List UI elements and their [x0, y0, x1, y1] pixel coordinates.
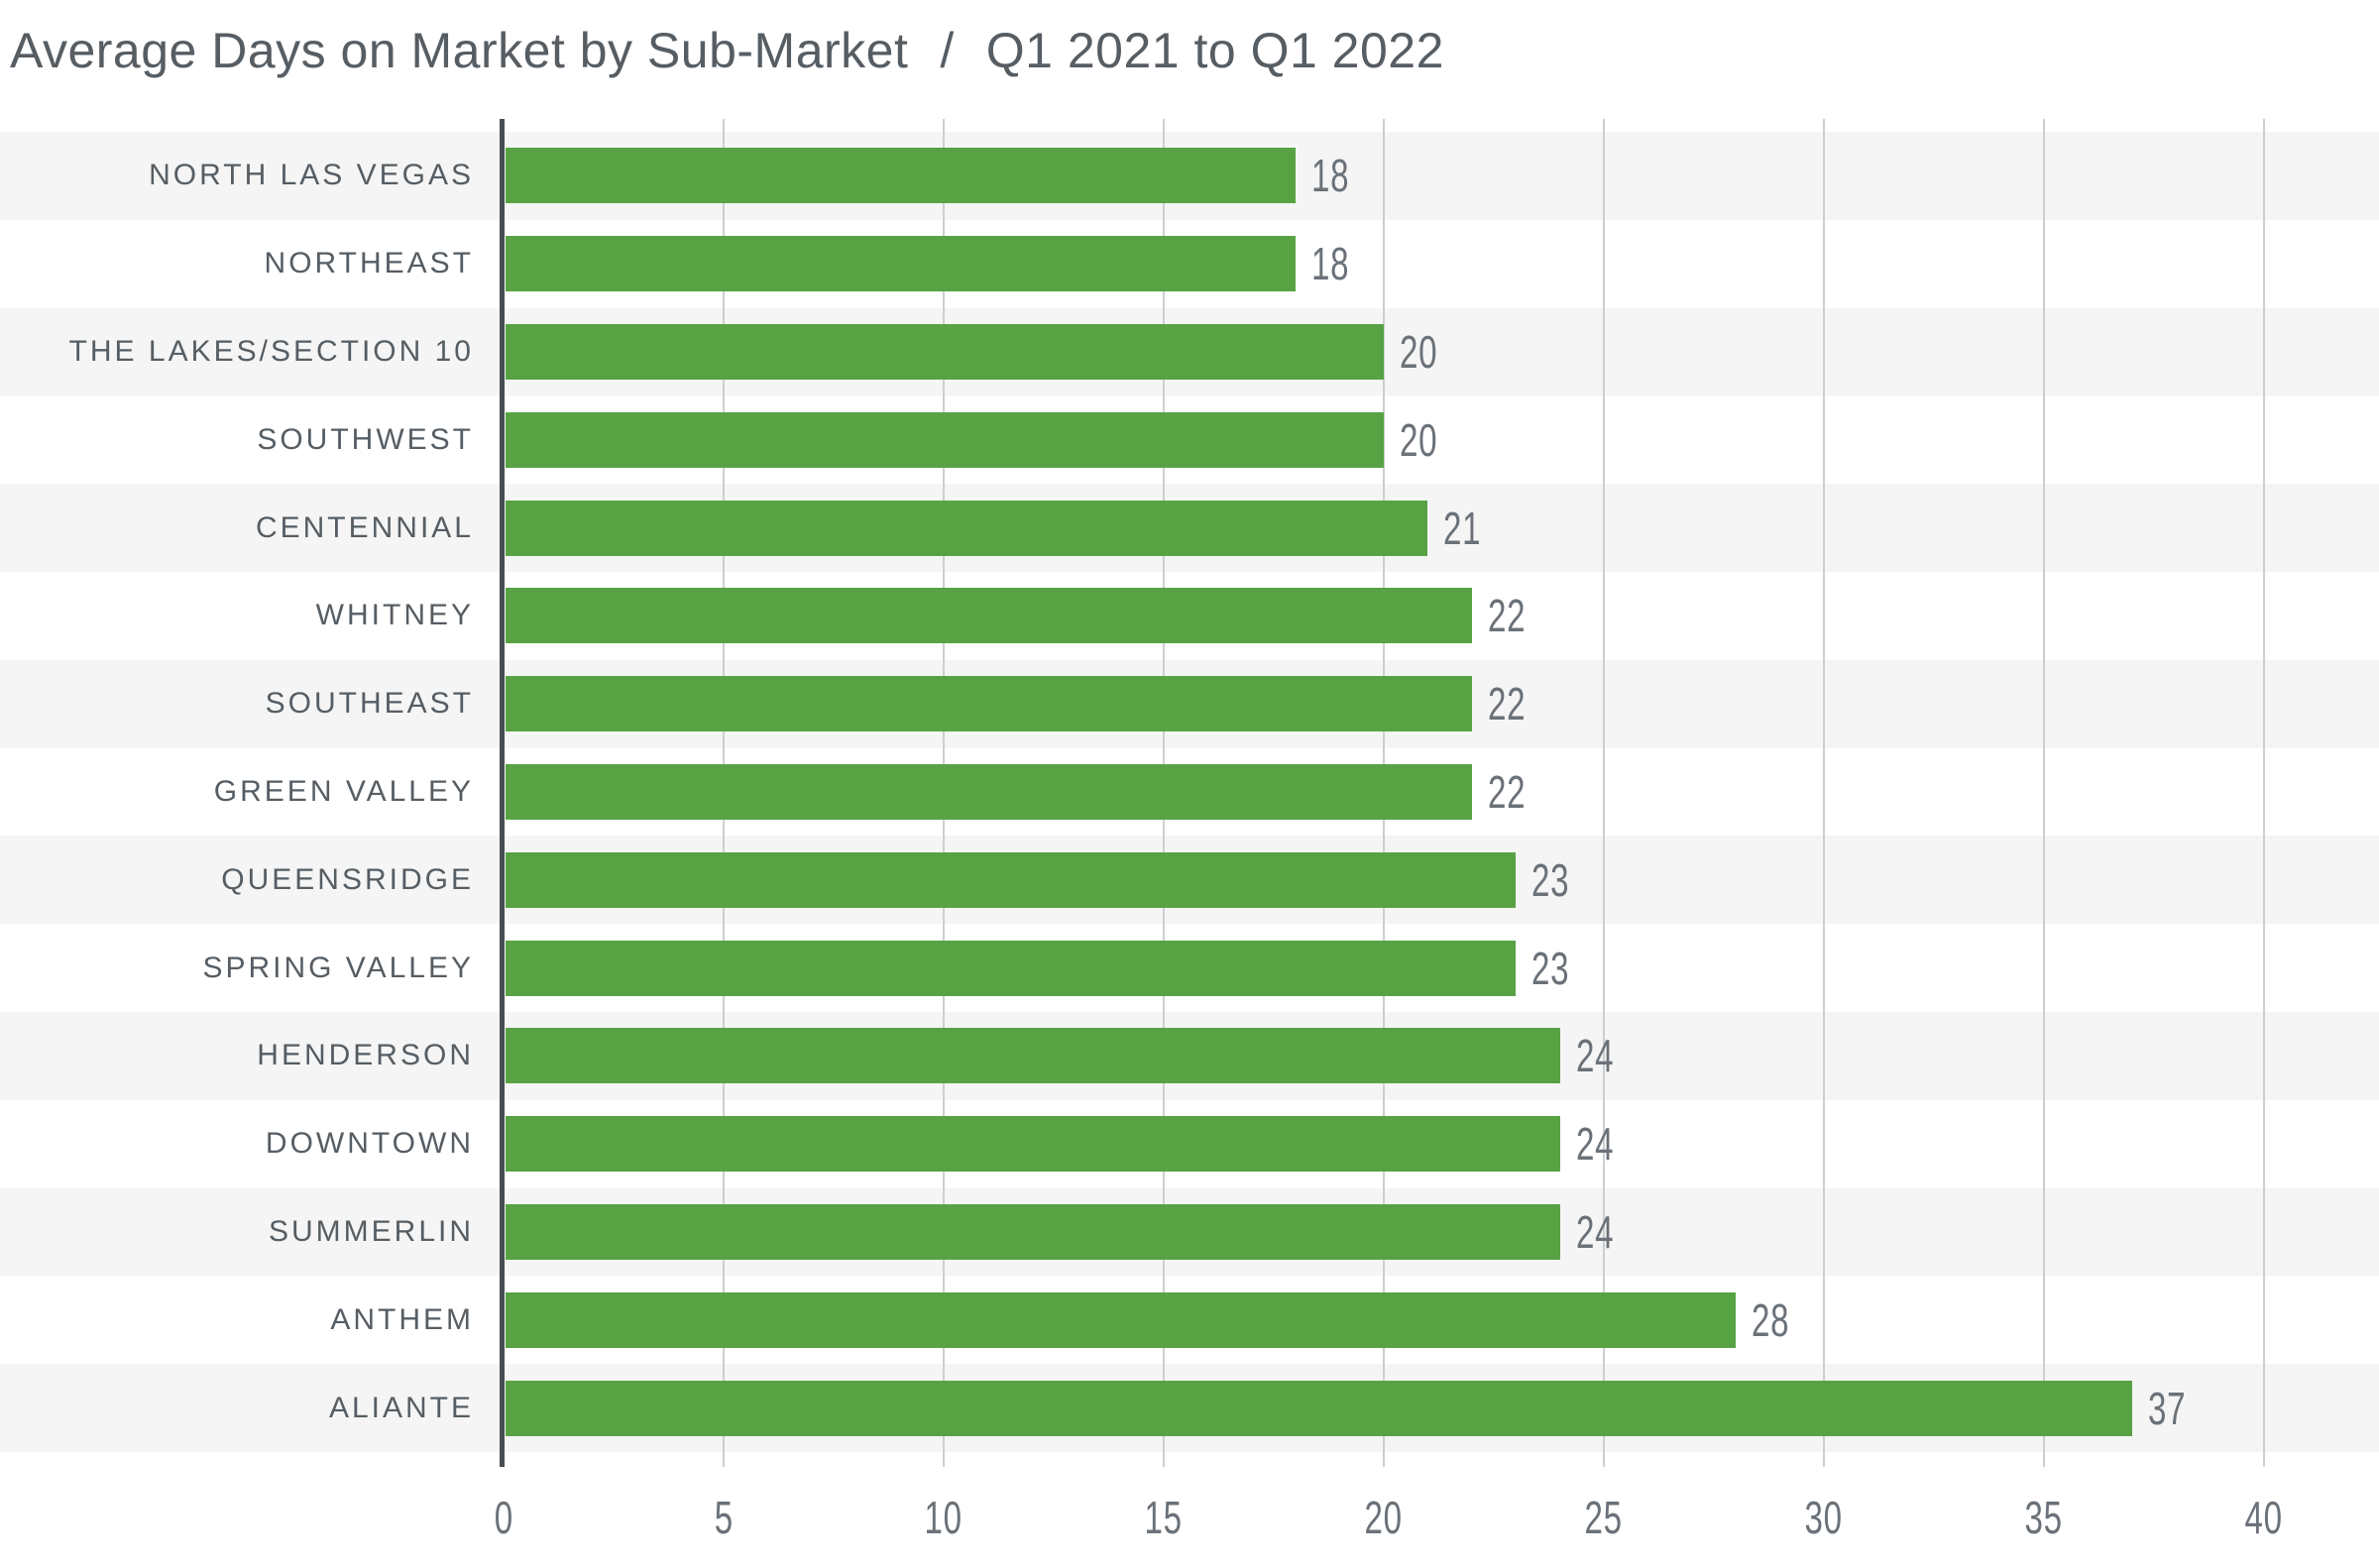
- x-tick-label-text: 35: [2024, 1492, 2064, 1543]
- bar: [506, 940, 1517, 996]
- value-label: 18: [1311, 132, 1364, 220]
- category-label: SOUTHEAST: [265, 687, 474, 721]
- value-label: 18: [1311, 220, 1364, 308]
- bar: [506, 1116, 1560, 1173]
- category-label: NORTH LAS VEGAS: [149, 159, 474, 192]
- value-label: 22: [1488, 572, 1540, 660]
- bar: [506, 148, 1297, 204]
- bar: [506, 324, 1384, 380]
- category-label: ALIANTE: [328, 1391, 474, 1424]
- x-tick-label-text: 25: [1584, 1492, 1624, 1543]
- category-label: QUEENSRIDGE: [221, 862, 474, 896]
- category-label: THE LAKES/SECTION 10: [68, 334, 474, 368]
- category-label: HENDERSON: [257, 1039, 474, 1072]
- bar: [506, 764, 1472, 820]
- category-label: CENTENNIAL: [255, 510, 474, 544]
- value-label: 20: [1400, 308, 1452, 396]
- gridline: [2263, 119, 2265, 1467]
- value-label: 24: [1576, 1012, 1629, 1100]
- chart-title: Average Days on Market by Sub-Market / Q…: [10, 24, 1444, 78]
- value-label-text: 23: [1531, 942, 1570, 994]
- x-tick-label-text: 40: [2244, 1492, 2284, 1543]
- value-label: 20: [1400, 395, 1452, 484]
- value-label: 37: [2148, 1364, 2201, 1452]
- value-label: 23: [1531, 836, 1584, 924]
- x-tick-label-text: 15: [1144, 1492, 1184, 1543]
- value-label-text: 21: [1443, 502, 1482, 554]
- bar: [506, 676, 1472, 732]
- x-tick-label: 25: [1544, 1491, 1663, 1544]
- x-tick-label: 30: [1764, 1491, 1883, 1544]
- chart-title-separator: /: [940, 23, 955, 78]
- x-tick-label: 20: [1324, 1491, 1443, 1544]
- category-label: SOUTHWEST: [257, 422, 474, 456]
- value-label-text: 22: [1487, 765, 1527, 818]
- bar: [506, 1380, 2132, 1436]
- value-label-text: 24: [1575, 1030, 1614, 1082]
- value-label-text: 37: [2147, 1382, 2187, 1434]
- x-tick-label-text: 0: [494, 1492, 513, 1543]
- bar: [506, 1291, 1737, 1348]
- bar: [506, 236, 1297, 292]
- value-label-text: 18: [1311, 150, 1350, 202]
- value-label-text: 23: [1531, 853, 1570, 906]
- bar: [506, 851, 1517, 908]
- x-tick-label: 0: [444, 1491, 563, 1544]
- value-label-text: 20: [1400, 413, 1438, 466]
- value-label: 28: [1752, 1276, 1804, 1364]
- x-tick-label: 10: [884, 1491, 1003, 1544]
- value-label: 21: [1443, 484, 1496, 572]
- category-label: NORTHEAST: [264, 247, 474, 280]
- value-label-text: 20: [1400, 325, 1438, 378]
- bar: [506, 1204, 1560, 1260]
- gridline: [2043, 119, 2045, 1467]
- chart-title-range: Q1 2021 to Q1 2022: [985, 23, 1444, 78]
- x-tick-label-text: 10: [924, 1492, 963, 1543]
- value-label-text: 22: [1487, 590, 1527, 642]
- gridline: [1603, 119, 1605, 1467]
- value-label-text: 18: [1311, 238, 1350, 290]
- value-label-text: 24: [1575, 1205, 1614, 1258]
- category-label: GREEN VALLEY: [213, 774, 474, 808]
- category-label: SUMMERLIN: [268, 1214, 474, 1248]
- value-label: 23: [1531, 924, 1584, 1012]
- x-tick-label: 15: [1104, 1491, 1223, 1544]
- x-tick-label-text: 5: [714, 1492, 734, 1543]
- bar: [506, 1028, 1560, 1084]
- category-label: WHITNEY: [315, 599, 474, 632]
- x-tick-label: 40: [2205, 1491, 2323, 1544]
- value-label-text: 24: [1575, 1118, 1614, 1171]
- value-label: 24: [1576, 1188, 1629, 1277]
- chart-title-main: Average Days on Market by Sub-Market: [10, 23, 909, 78]
- bar: [506, 411, 1384, 468]
- category-label: DOWNTOWN: [265, 1127, 474, 1161]
- x-tick-label: 5: [664, 1491, 783, 1544]
- value-label: 24: [1576, 1100, 1629, 1188]
- value-label-text: 22: [1487, 678, 1527, 730]
- y-axis-line: [500, 119, 505, 1467]
- x-tick-label-text: 20: [1364, 1492, 1404, 1543]
- x-tick-label: 35: [1984, 1491, 2103, 1544]
- gridline: [1823, 119, 1825, 1467]
- category-label: SPRING VALLEY: [202, 951, 474, 984]
- value-label: 22: [1488, 748, 1540, 837]
- value-label: 22: [1488, 660, 1540, 748]
- category-label: ANTHEM: [330, 1302, 474, 1336]
- value-label-text: 28: [1752, 1293, 1790, 1346]
- bar: [506, 500, 1428, 556]
- x-tick-label-text: 30: [1804, 1492, 1844, 1543]
- bar: [506, 588, 1472, 644]
